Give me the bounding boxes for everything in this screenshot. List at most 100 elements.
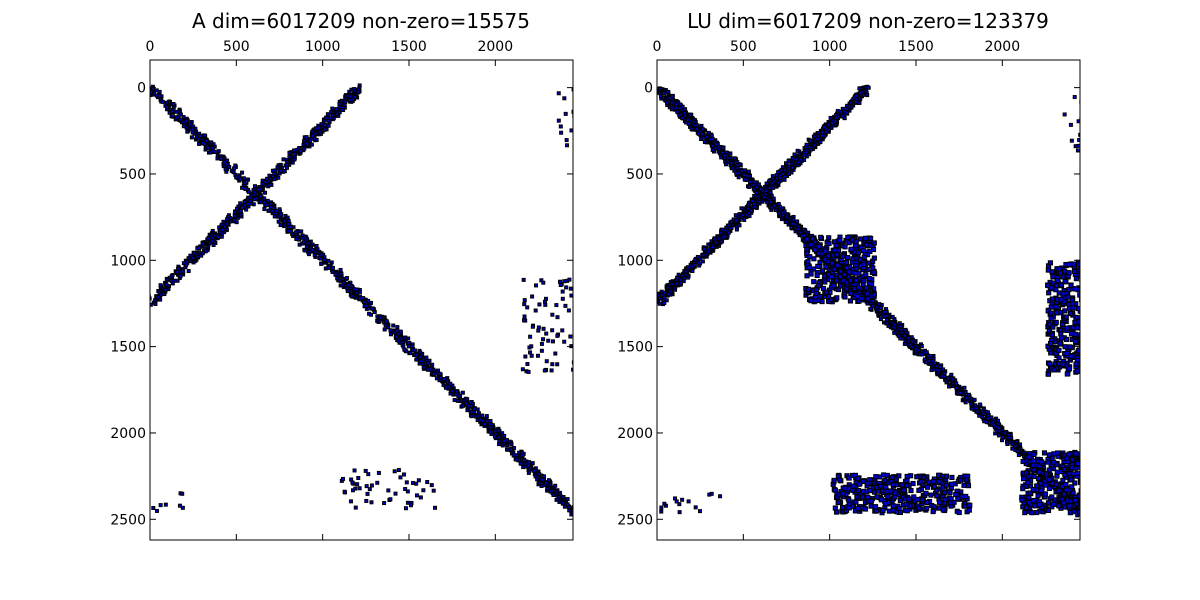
diagonal-marker [408, 351, 413, 356]
diagonal-marker [269, 201, 274, 206]
cluster-right-mid-marker [537, 302, 542, 307]
diagonal-marker [364, 303, 369, 308]
fill-block-center-marker [871, 240, 877, 246]
diagonal-marker [157, 93, 162, 98]
fill-block-center-marker [817, 259, 823, 265]
cluster-bottom-mid-marker [353, 486, 358, 491]
fill-block-center-marker [871, 292, 877, 298]
cluster-right-mid-marker [541, 337, 546, 342]
diagonal-marker [745, 173, 750, 178]
cluster-top-right-marker [564, 138, 569, 143]
antidiagonal-marker [706, 249, 711, 254]
fill-block-center-marker [814, 272, 820, 278]
diagonal-marker [661, 91, 666, 96]
cluster-top-right-marker [1077, 138, 1080, 143]
cluster-bottom-mid-marker [355, 482, 360, 487]
diagonal-marker [717, 144, 722, 149]
diagonal-marker [785, 214, 790, 219]
diagonal-marker [527, 468, 532, 473]
fill-block-bottom-right-marker [1049, 494, 1055, 500]
diagonal-marker [927, 358, 932, 363]
antidiagonal-marker [822, 125, 827, 130]
diagonal-marker [394, 334, 399, 339]
y-tick-label: 0 [137, 81, 146, 97]
fill-block-right-marker [1062, 344, 1068, 350]
cluster-bottom-mid-marker [367, 487, 372, 492]
antidiagonal-marker [807, 144, 812, 149]
diagonal-marker [1010, 446, 1015, 451]
diagonal-marker [719, 155, 724, 160]
diagonal-marker [418, 354, 423, 359]
diagonal-marker [212, 149, 217, 154]
diagonal-marker [511, 453, 516, 458]
cluster-top-right-marker [556, 91, 561, 96]
antidiagonal-marker [863, 89, 868, 94]
antidiagonal-marker [843, 107, 848, 112]
cluster-right-mid-marker [522, 302, 527, 307]
fill-block-bottom-right-marker [1023, 470, 1030, 476]
diagonal-marker [954, 385, 959, 390]
fill-block-bottom-right-marker [1038, 481, 1044, 487]
diagonal-marker [782, 209, 787, 214]
cluster-right-mid-marker [550, 339, 555, 344]
antidiagonal-marker [150, 302, 153, 307]
diagonal-marker [890, 314, 895, 319]
antidiagonal-marker [273, 168, 278, 173]
antidiagonal-marker [181, 261, 186, 266]
cluster-bottom-mid-marker [404, 480, 409, 485]
diagonal-marker [877, 302, 882, 307]
diagonal-marker [565, 502, 570, 507]
fill-block-center-marker [820, 285, 826, 292]
diagonal-marker [514, 453, 519, 458]
diagonal-marker [669, 105, 674, 110]
antidiagonal-marker [282, 169, 287, 174]
diagonal-marker [969, 401, 974, 406]
cluster-bottom-mid-marker [392, 469, 397, 474]
fill-block-center-marker [854, 293, 861, 299]
diagonal-marker [314, 244, 319, 249]
fill-block-center-marker [832, 247, 838, 253]
fill-block-bottom-right-marker [1031, 473, 1037, 480]
fill-block-bottom-right-marker [1075, 461, 1080, 467]
antidiagonal-marker [211, 242, 216, 247]
antidiagonal-marker [281, 157, 286, 162]
antidiagonal-marker [767, 178, 772, 183]
fill-block-center-marker [823, 264, 829, 270]
antidiagonal-marker [153, 301, 158, 306]
antidiagonal-marker [685, 275, 690, 280]
diagonal-marker [791, 217, 796, 222]
antidiagonal-marker [752, 204, 757, 209]
diagonal-marker [713, 146, 718, 151]
diagonal-marker [683, 107, 688, 112]
fill-block-center-marker [822, 279, 828, 285]
antidiagonal-marker [737, 223, 742, 228]
diagonal-marker [539, 483, 544, 488]
antidiagonal-marker [774, 173, 779, 178]
fill-block-right-marker [1068, 310, 1074, 316]
diagonal-marker [454, 389, 459, 394]
antidiagonal-marker [203, 249, 208, 254]
cluster-bottom-mid-marker [403, 487, 408, 492]
y-tick-label: 1500 [110, 340, 146, 356]
fill-block-right-marker [1053, 287, 1059, 293]
diagonal-marker [262, 196, 267, 201]
fill-block-center-marker [840, 278, 846, 284]
diagonal-marker [406, 344, 411, 349]
diagonal-marker [674, 102, 679, 107]
diagonal-marker [892, 322, 897, 327]
diagonal-marker [460, 403, 465, 408]
fill-block-right-marker [1072, 286, 1079, 292]
antidiagonal-marker [761, 195, 766, 200]
diagonal-marker [1016, 453, 1021, 458]
fill-block-center-marker [805, 259, 811, 265]
antidiagonal-marker [319, 122, 324, 127]
antidiagonal-marker [334, 107, 339, 112]
fill-block-bottom-right-marker [1045, 500, 1052, 506]
cluster-bottom-mid-marker [340, 476, 345, 481]
antidiagonal-marker [734, 227, 739, 232]
diagonal-marker [338, 267, 343, 272]
diagonal-marker [923, 360, 928, 365]
cluster-bottom-mid-marker [364, 498, 369, 503]
fill-block-bottom-right-marker [1079, 451, 1080, 457]
diagonal-marker [746, 169, 751, 174]
